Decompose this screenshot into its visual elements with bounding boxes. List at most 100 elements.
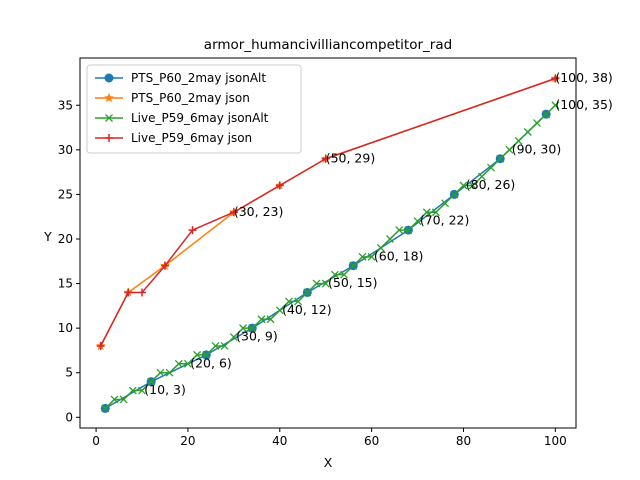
data-point [505,145,514,154]
data-point [376,243,385,252]
legend-marker [104,73,114,83]
legend-entry: PTS_P60_2may jsonAlt [131,71,266,85]
y-tick-label: 35 [58,98,73,112]
point-annotation: (40, 12) [282,302,332,317]
data-point [285,297,293,306]
y-tick-label: 5 [65,366,73,380]
data-point [358,252,367,261]
data-point [514,136,523,145]
x-tick-label: 80 [456,434,471,448]
data-point [147,377,156,386]
x-tick-label: 40 [272,434,287,448]
data-point [386,235,394,243]
data-point [124,288,133,297]
point-annotation: (60, 18) [374,248,424,263]
data-point [229,333,238,342]
data-point [330,270,339,279]
data-point [459,181,468,190]
point-annotation: (30, 9) [236,329,278,344]
data-point [128,386,137,395]
y-tick-label: 0 [65,410,73,424]
data-point [156,368,165,377]
data-point [395,226,404,235]
data-point [321,279,330,288]
data-point [220,342,229,350]
point-annotation: (30, 23) [234,204,284,219]
legend-entry: Live_P59_6may json [131,131,252,145]
data-point [239,324,247,333]
data-point [110,395,119,404]
y-tick-label: 20 [58,232,73,246]
point-annotation: (20, 6) [190,355,232,370]
legend-box [86,64,302,154]
x-tick-label: 100 [544,434,567,448]
data-point [188,226,197,235]
data-point [160,261,169,270]
chart-title: armor_humancivilliancompetitor_rad [204,37,452,53]
data-point [229,208,238,217]
point-annotation: (90, 30) [512,141,562,156]
data-point [477,172,486,181]
legend-entry: PTS_P60_2may json [131,91,250,105]
data-point [487,163,495,172]
data-point [294,297,303,306]
data-point [321,154,330,163]
data-point [551,101,560,110]
data-point [248,324,257,333]
y-tick-label: 15 [58,277,73,291]
data-point [340,270,349,279]
data-point [349,261,358,270]
data-point [441,199,450,208]
data-point [551,74,560,83]
data-point [257,315,266,324]
axes-frame [79,57,577,429]
data-point [165,368,174,377]
data-point [312,279,321,288]
data-point [496,154,505,163]
data-point [422,208,431,217]
point-annotation: (70, 22) [420,213,470,228]
point-annotation: (100, 35) [555,97,612,112]
x-tick-label: 60 [364,434,379,448]
y-tick-label: 30 [58,143,73,157]
data-point [96,341,105,350]
data-point [468,181,477,190]
legend-entry: Live_P59_6may jsonAlt [131,111,269,125]
data-point [404,226,413,235]
legend: PTS_P60_2may jsonAlt PTS_P60_2may json Liv… [86,64,302,154]
data-point [533,119,541,128]
data-point [193,350,202,359]
data-point [431,208,440,217]
data-point [101,404,110,413]
data-point [183,359,192,368]
data-point [367,252,376,261]
data-point [138,386,146,395]
x-tick-label: 0 [92,434,100,448]
data-point [413,217,422,226]
y-axis-label: Y [43,229,52,244]
data-point [174,359,183,368]
x-tick-label: 20 [180,434,195,448]
data-point [523,128,532,136]
plot-area: 0 20 40 60 80 100 0 5 10 15 20 25 30 35 (10, 3) (20, 6)… [58,57,613,448]
data-point [542,110,551,119]
point-annotation: (100, 38) [555,70,612,85]
point-annotation: (50, 29) [326,150,376,165]
data-point [138,288,146,297]
point-annotation: (50, 15) [328,275,378,290]
y-tick-label: 25 [58,187,73,201]
legend-marker [104,92,114,103]
data-point [275,306,284,315]
y-tick-label: 10 [58,321,73,335]
legend-marker [105,114,113,122]
data-point [119,395,128,404]
data-point [303,288,312,297]
point-annotation: (80, 26) [466,177,516,192]
data-point [275,181,284,190]
data-point [450,190,459,199]
data-point [266,315,275,324]
data-point [211,342,220,350]
point-annotation: (10, 3) [144,382,186,397]
data-point [202,350,211,359]
